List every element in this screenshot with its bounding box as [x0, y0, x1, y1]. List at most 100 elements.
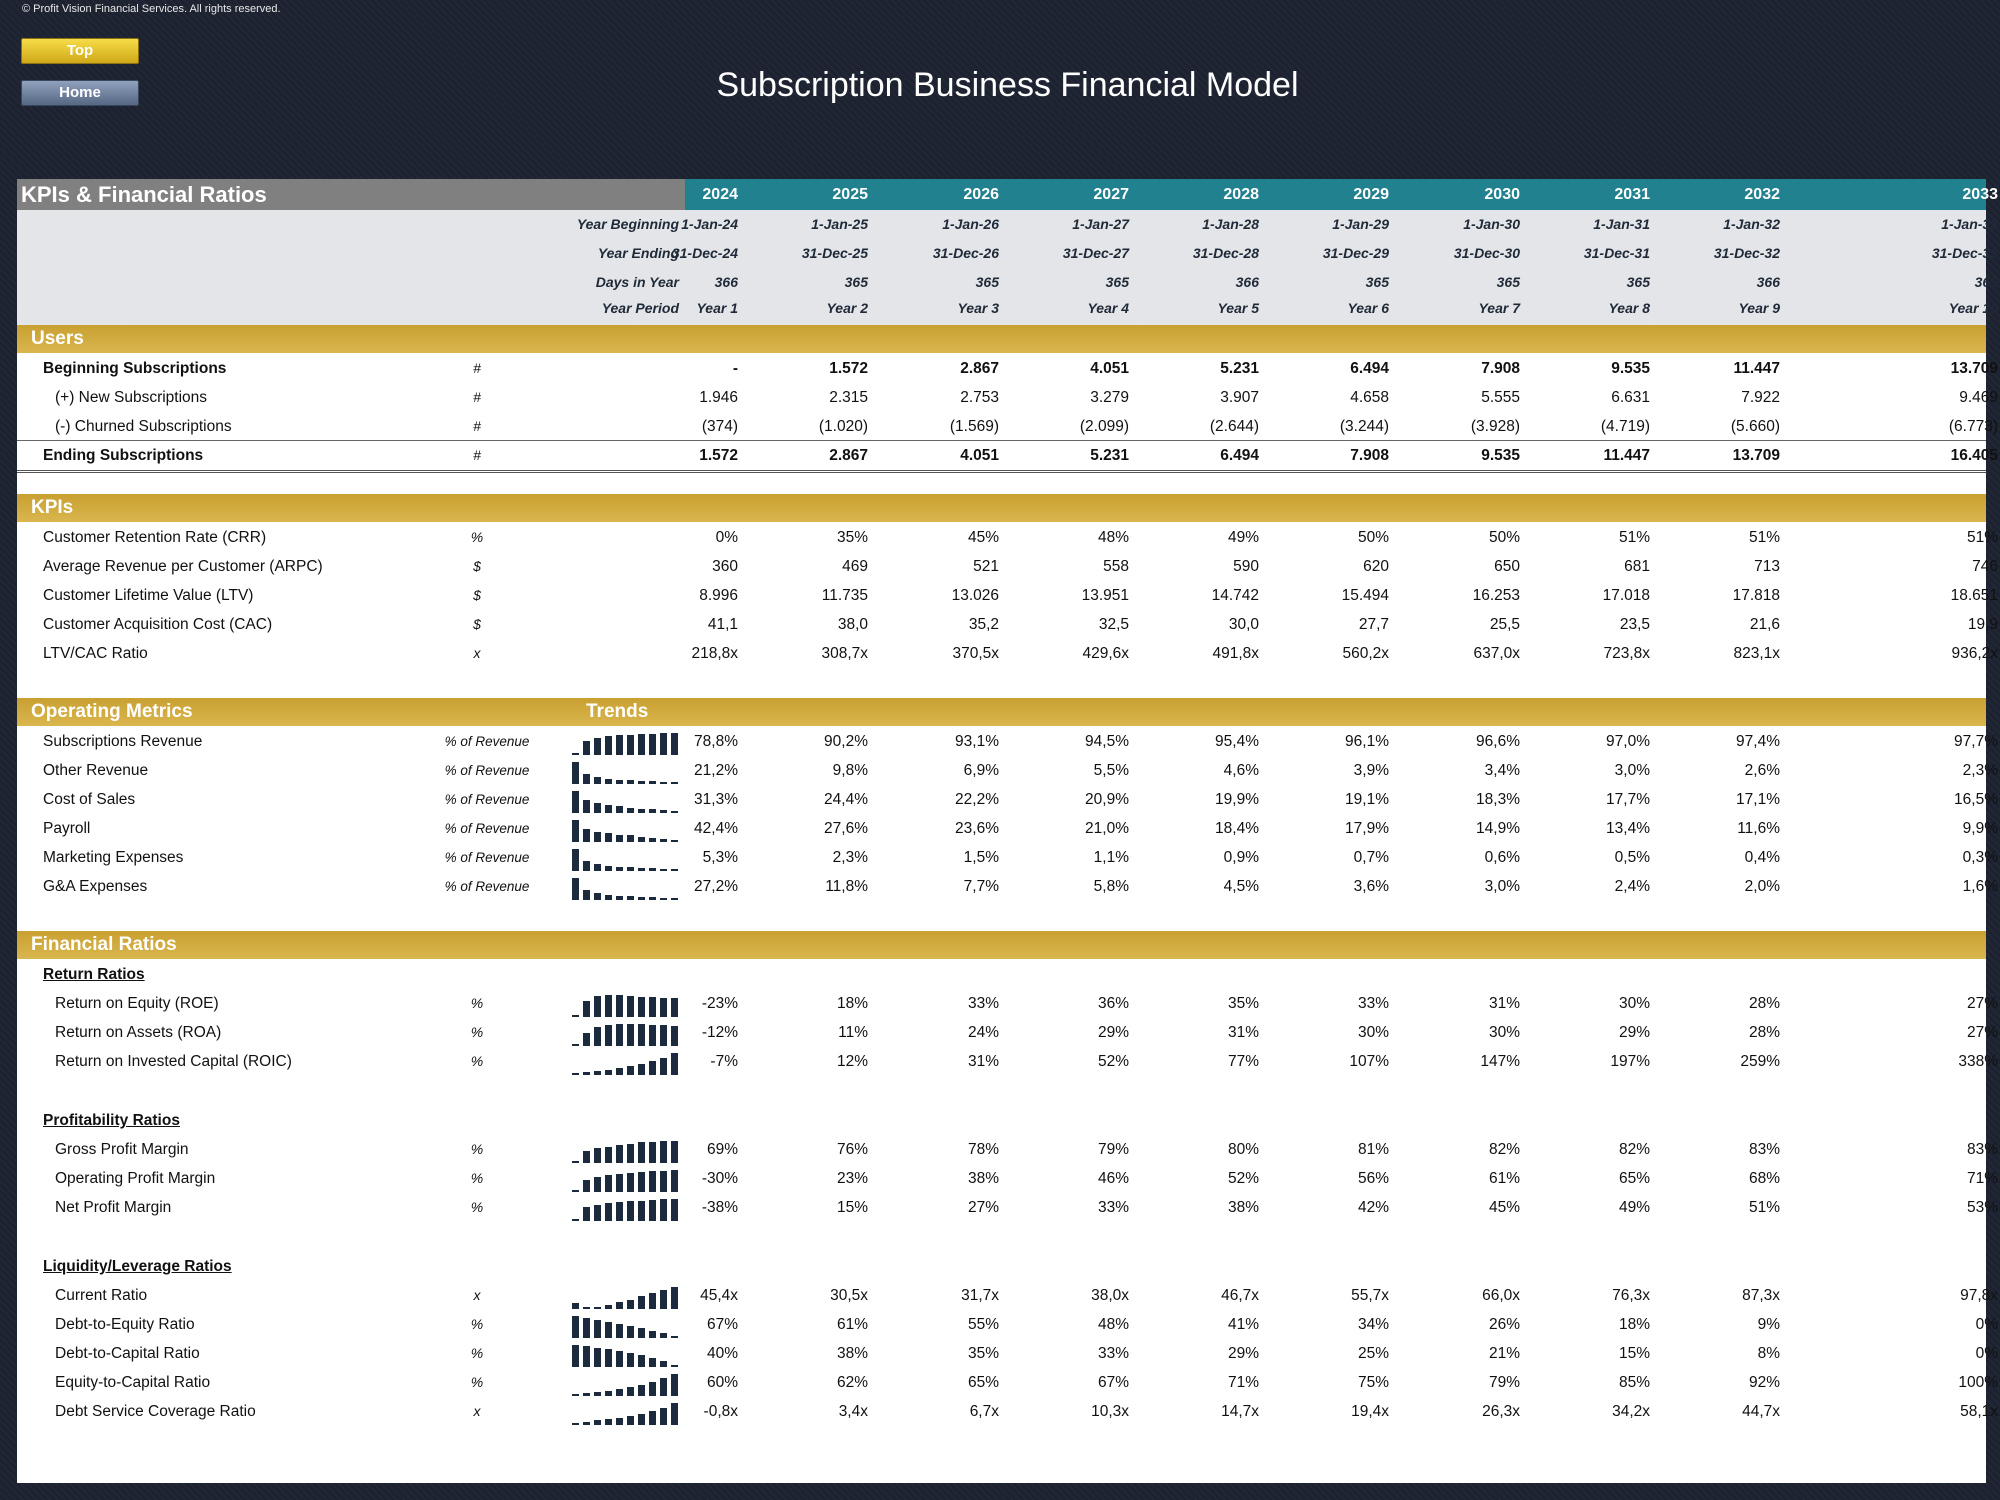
value-cell: 5,8%	[1093, 878, 1129, 895]
value-cell: 2.867	[829, 447, 868, 464]
row-unit: $	[473, 587, 481, 603]
trend-bar	[671, 782, 678, 784]
trend-bar	[660, 1199, 667, 1221]
row-label: Customer Lifetime Value (LTV)	[43, 587, 254, 604]
value-cell: (1.020)	[818, 418, 868, 435]
row-unit: %	[470, 1345, 484, 1361]
value-cell: 2.867	[960, 360, 999, 377]
value-cell: 14,7x	[1221, 1403, 1259, 1420]
meta-cell: 1-Jan-30	[1463, 216, 1520, 232]
table-row: Debt-to-Capital Ratio% 40% 38% 35% 33% 29% 25%…	[17, 1339, 1998, 1368]
trend-bar	[605, 894, 612, 900]
trend-bar	[638, 1296, 645, 1309]
trend-bar	[594, 777, 601, 784]
table-row: Debt Service Coverage Ratio x -0,8x 3,4x 6,7…	[17, 1397, 1998, 1426]
trend-bar	[671, 1336, 678, 1338]
meta-cell: 31-Dec-32	[1713, 245, 1780, 261]
value-cell: 30%	[1357, 1024, 1389, 1041]
value-cell: 30,5x	[830, 1287, 868, 1304]
trend-bar	[594, 1347, 601, 1367]
value-cell: 4,5%	[1223, 878, 1259, 895]
trend-bar	[638, 1354, 645, 1367]
trend-bar	[660, 1025, 667, 1046]
value-cell: 61%	[836, 1316, 868, 1333]
trend-bar	[649, 1061, 656, 1075]
value-cell: 5,3%	[702, 849, 738, 866]
value-cell: 28%	[1748, 1024, 1780, 1041]
trend-sparkline	[572, 820, 682, 842]
trend-bar	[638, 1171, 645, 1192]
trend-bar	[671, 869, 678, 871]
kpis-section-band: KPIs	[17, 494, 1986, 522]
value-cell: 2,3%	[832, 849, 868, 866]
value-cell: 17,9%	[1345, 820, 1389, 837]
home-button[interactable]: Home	[21, 80, 139, 106]
value-cell: 1,1%	[1093, 849, 1129, 866]
trend-bar	[671, 811, 678, 813]
value-cell: 491,8x	[1212, 645, 1259, 662]
trend-bar	[605, 805, 612, 813]
value-cell: 87,3x	[1742, 1287, 1780, 1304]
row-unit: % of Revenue	[444, 821, 530, 836]
trend-sparkline	[572, 1199, 682, 1221]
meta-cell: 31-Dec-30	[1453, 245, 1520, 261]
total-rule	[17, 470, 1986, 473]
trend-bar	[616, 866, 623, 871]
trend-bar	[583, 774, 590, 784]
trend-sparkline	[572, 878, 682, 900]
value-cell: 97,8x	[1960, 1287, 1998, 1304]
trend-bar	[616, 834, 623, 842]
timeline-meta-block: Year Beginning 1-Jan-24 1-Jan-25 1-Jan-26 1-…	[17, 210, 1998, 325]
table-row: Net Profit Margin% -38% 15% 27% 33% 38% 42% 45%…	[17, 1193, 1998, 1222]
value-cell: 78%	[967, 1141, 999, 1158]
value-cell: 24%	[967, 1024, 999, 1041]
row-unit: #	[473, 389, 481, 405]
trend-bar	[616, 1323, 623, 1338]
value-cell: 2,6%	[1744, 762, 1780, 779]
value-cell: 21,2%	[694, 762, 738, 779]
trend-sparkline	[572, 762, 682, 784]
trend-bar	[605, 778, 612, 784]
trend-bar	[627, 1143, 634, 1163]
value-cell: 97,7%	[1954, 733, 1998, 750]
table-row: Return on Equity (ROE)% -23% 18% 33% 36% 35% 3…	[17, 989, 1998, 1018]
trend-bar	[649, 781, 656, 784]
trend-bar	[638, 1142, 645, 1163]
value-cell: 96,6%	[1476, 733, 1520, 750]
value-cell: 107%	[1349, 1053, 1389, 1070]
top-button[interactable]: Top	[21, 38, 139, 64]
table-row: Subscriptions Revenue % of Revenue 78,8% 90…	[17, 727, 1998, 756]
meta-cell: 366	[1235, 274, 1259, 290]
value-cell: 17,7%	[1606, 791, 1650, 808]
value-cell: -	[732, 360, 738, 377]
value-cell: 79%	[1097, 1141, 1129, 1158]
value-cell: 3.279	[1090, 389, 1129, 406]
value-cell: 7.922	[1741, 389, 1780, 406]
trend-bar	[583, 740, 590, 755]
value-cell: 2,4%	[1614, 878, 1650, 895]
value-cell: 30,0	[1228, 616, 1259, 633]
trend-bar	[583, 1033, 590, 1046]
value-cell: 9.469	[1959, 389, 1998, 406]
table-row: LTV/CAC Ratio x 218,8x 308,7x 370,5x 429,6x 49…	[17, 639, 1998, 668]
value-cell: 42,4%	[694, 820, 738, 837]
value-cell: 71%	[1966, 1170, 1998, 1187]
trend-bar	[616, 995, 623, 1017]
trend-bar	[605, 1024, 612, 1046]
value-cell: 4.051	[960, 447, 999, 464]
meta-cell: 365	[1105, 274, 1129, 290]
value-cell: 83%	[1748, 1141, 1780, 1158]
trend-sparkline	[572, 733, 682, 755]
value-cell: 65%	[967, 1374, 999, 1391]
trend-bar	[616, 1350, 623, 1367]
meta-cell: 31-Dec-33	[1931, 245, 1998, 261]
value-cell: 50%	[1357, 529, 1389, 546]
value-cell: 0%	[1975, 1316, 1998, 1333]
row-label: Equity-to-Capital Ratio	[55, 1374, 211, 1391]
trend-bar	[572, 1345, 579, 1367]
meta-cell: 365	[844, 274, 868, 290]
value-cell: 3,6%	[1353, 878, 1389, 895]
table-row: Return on Assets (ROA)% -12% 11% 24% 29% 31% 3…	[17, 1018, 1998, 1047]
meta-cell: 365	[1974, 274, 1998, 290]
trend-bar	[627, 1172, 634, 1192]
